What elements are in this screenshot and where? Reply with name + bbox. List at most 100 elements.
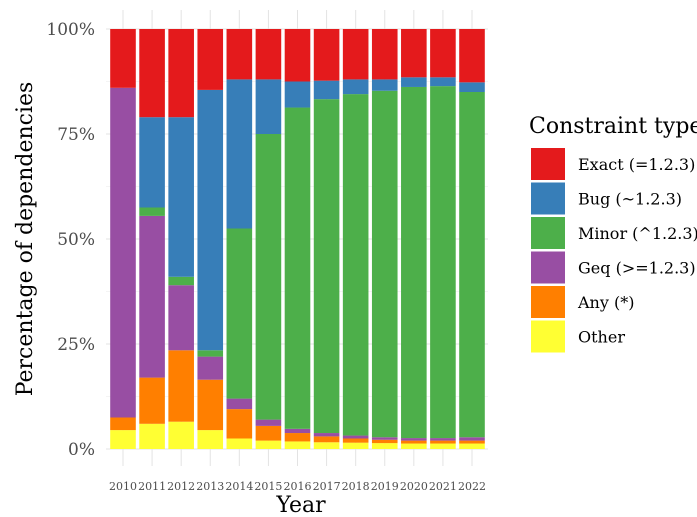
legend-title: Constraint type: [529, 114, 697, 139]
bar-segment-other-2012: [168, 421, 194, 449]
bar-segment-minor-1-2-3-2018: [342, 94, 369, 436]
bar-segment-minor-1-2-3-2022: [459, 92, 485, 438]
bar-segment-other-2011: [139, 423, 165, 449]
legend-swatch: [531, 182, 565, 215]
bar-segment-exact-1-2-3-2012: [168, 29, 194, 118]
bar-stack-2018: [342, 29, 369, 449]
bar-segment-geq-1-2-3-2018: [342, 435, 369, 439]
bar-segment-any-2015: [255, 425, 282, 441]
bar-stack-2015: [255, 29, 282, 449]
legend-label: Minor (^1.2.3): [578, 224, 697, 243]
x-tick-label: 2011: [138, 480, 166, 493]
bar-segment-bug-1-2-3-2017: [313, 80, 340, 100]
bar-segment-other-2021: [430, 443, 456, 449]
legend-swatch: [531, 148, 565, 180]
bar-segment-bug-1-2-3-2011: [139, 117, 165, 208]
bar-segment-any-2016: [284, 433, 311, 442]
bar-stack-2020: [401, 29, 427, 449]
bar-segment-any-2022: [459, 440, 485, 444]
y-axis-title: Percentage of dependencies: [13, 82, 38, 397]
bar-stack-2021: [430, 29, 456, 449]
x-tick-label: 2018: [342, 480, 370, 493]
bar-stack-2011: [139, 29, 165, 449]
bar-segment-other-2015: [255, 440, 282, 449]
bar-segment-other-2016: [284, 441, 311, 449]
bar-segment-any-2013: [197, 379, 224, 431]
x-tick-label: 2016: [284, 480, 312, 493]
bar-segment-exact-1-2-3-2014: [226, 29, 253, 80]
bar-segment-bug-1-2-3-2020: [401, 77, 427, 87]
bar-segment-other-2013: [197, 430, 224, 449]
legend-item-bug-1-2-3: Bug (~1.2.3): [531, 182, 682, 215]
x-tick-label: 2017: [313, 480, 341, 493]
y-tick-label: 100%: [46, 20, 95, 40]
x-tick-label: 2014: [225, 480, 253, 493]
y-tick-label: 75%: [57, 125, 95, 145]
bar-segment-geq-1-2-3-2021: [430, 438, 456, 441]
bar-segment-minor-1-2-3-2013: [197, 350, 224, 357]
bar-segment-minor-1-2-3-2016: [284, 107, 311, 429]
bar-segment-bug-1-2-3-2019: [371, 79, 398, 91]
bar-segment-geq-1-2-3-2016: [284, 428, 311, 434]
x-tick-label: 2012: [167, 480, 195, 493]
x-axis-title: Year: [275, 493, 326, 517]
x-tick-label: 2021: [429, 480, 457, 493]
x-tick-label: 2022: [458, 480, 486, 493]
y-tick-label: 25%: [57, 335, 95, 355]
legend-swatch: [531, 286, 565, 318]
bar-segment-minor-1-2-3-2012: [168, 276, 194, 286]
bar-segment-bug-1-2-3-2022: [459, 82, 485, 92]
bar-segment-any-2014: [226, 409, 253, 439]
legend-item-other: Other: [531, 320, 625, 353]
legend-item-exact-1-2-3: Exact (=1.2.3): [531, 148, 695, 180]
y-tick-label: 0%: [68, 440, 95, 460]
bar-segment-any-2010: [110, 417, 136, 431]
bar-stack-2012: [168, 29, 194, 449]
bar-segment-exact-1-2-3-2018: [342, 29, 369, 80]
x-axis-ticks: 2010 2011 2012 2013 2014 2015 2016 2017 2018 2019…: [109, 480, 486, 493]
bar-segment-any-2019: [371, 439, 398, 444]
y-tick-label: 50%: [57, 230, 95, 250]
bar-segment-exact-1-2-3-2021: [430, 29, 456, 78]
bar-segment-geq-1-2-3-2013: [197, 356, 224, 380]
bar-segment-bug-1-2-3-2014: [226, 79, 253, 229]
bar-stack-2013: [197, 29, 224, 449]
bar-segment-other-2017: [313, 442, 340, 449]
bar-segment-minor-1-2-3-2020: [401, 86, 427, 439]
legend-swatch: [531, 320, 565, 353]
legend-label: Other: [578, 328, 625, 347]
x-tick-label: 2020: [400, 480, 428, 493]
bar-stack-2017: [313, 29, 340, 449]
bar-segment-other-2014: [226, 438, 253, 449]
legend-label: Geq (>=1.2.3): [578, 259, 696, 278]
legend-items: Exact (=1.2.3) Bug (~1.2.3) Minor (^1.2.3)…: [531, 148, 697, 353]
bar-segment-exact-1-2-3-2017: [313, 29, 340, 81]
bar-segment-geq-1-2-3-2017: [313, 433, 340, 437]
bar-segment-minor-1-2-3-2019: [371, 90, 398, 438]
bar-segment-bug-1-2-3-2021: [430, 77, 456, 87]
bar-segment-minor-1-2-3-2017: [313, 99, 340, 434]
bar-segment-other-2018: [342, 442, 369, 449]
bar-segment-minor-1-2-3-2021: [430, 86, 456, 439]
bar-segment-geq-1-2-3-2015: [255, 419, 282, 426]
bar-stack-2010: [110, 29, 136, 449]
bar-stack-2014: [226, 29, 253, 449]
bar-segment-bug-1-2-3-2018: [342, 79, 369, 95]
bar-segment-exact-1-2-3-2022: [459, 29, 485, 83]
bar-segment-geq-1-2-3-2020: [401, 438, 427, 441]
x-tick-label: 2019: [371, 480, 399, 493]
bar-segment-exact-1-2-3-2016: [284, 29, 311, 82]
bar-segment-geq-1-2-3-2019: [371, 437, 398, 440]
bar-segment-minor-1-2-3-2015: [255, 134, 282, 420]
legend-swatch: [531, 251, 565, 284]
bar-segment-geq-1-2-3-2012: [168, 285, 194, 351]
bar-segment-exact-1-2-3-2011: [139, 29, 165, 118]
bar-segment-exact-1-2-3-2019: [371, 29, 398, 80]
y-axis-ticks: 0% 25% 50% 75% 100%: [46, 20, 95, 460]
bar-stack-2019: [371, 29, 398, 449]
bar-segment-other-2019: [371, 443, 398, 449]
bar-segment-exact-1-2-3-2015: [255, 29, 282, 80]
bars: [110, 29, 485, 449]
bar-segment-any-2012: [168, 350, 194, 422]
bar-segment-any-2011: [139, 377, 165, 424]
